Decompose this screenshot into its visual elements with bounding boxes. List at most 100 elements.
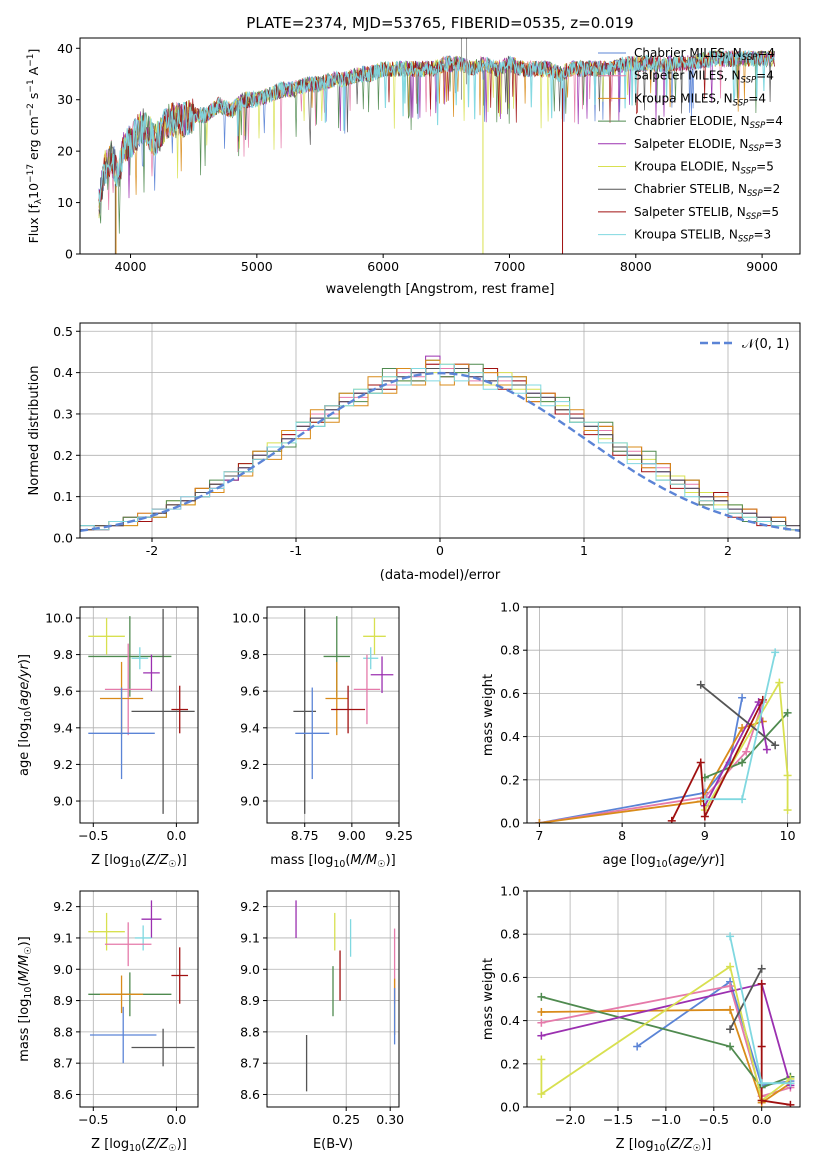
y-tick-label: 10.0 <box>232 610 260 625</box>
plot-area-spectrum <box>98 38 776 254</box>
x-axis-label: wavelength [Angstrom, rest frame] <box>326 282 555 297</box>
plus-marker <box>738 795 747 804</box>
y-tick-label: 0.8 <box>500 927 520 942</box>
legend-entry: Chabrier ELODIE, NSSP=4 <box>634 114 783 131</box>
errorbar-point <box>131 647 149 670</box>
plus-marker <box>757 964 766 973</box>
weight-line <box>760 983 791 1106</box>
legend: 𝒩(0, 1) <box>700 337 789 352</box>
errorbar-point <box>131 608 195 814</box>
panel-spectrum: 4000 5000 6000 7000 8000 9000 0 10 20 30 40 wavelen… <box>26 37 801 297</box>
x-tick-label: 9000 <box>746 259 778 274</box>
errorbar-point <box>295 687 330 780</box>
y-tick-label: 0.2 <box>500 772 520 787</box>
plus-marker <box>771 648 780 657</box>
plus-marker <box>700 812 709 821</box>
x-tick-label: 9 <box>701 828 709 843</box>
x-axis-label: mass [log10(M/M☉)] <box>270 853 396 870</box>
x-axis-label: age [log10(age/yr)] <box>602 853 724 870</box>
y-tick-label: 0.6 <box>500 686 520 701</box>
plus-marker <box>537 1007 546 1016</box>
x-tick-label: 8.75 <box>291 828 319 843</box>
x-axis-label: Z [log10(Z/Z☉)] <box>91 1137 187 1154</box>
weight-line <box>704 652 777 801</box>
legend-entry: 𝒩(0, 1) <box>742 337 789 352</box>
panel-Z_vs_weight: −2.0 −1.5 −1.0 −0.5 0.0 0.0 0.2 0.4 0.6 0.8 1.0 Z [… <box>481 884 801 1154</box>
errorbar-point <box>89 1006 157 1064</box>
y-tick-label: 0.0 <box>500 1100 520 1115</box>
x-tick-label: 9.00 <box>338 828 366 843</box>
y-tick-label: 9.0 <box>53 794 73 809</box>
plus-marker <box>633 1042 642 1051</box>
axes-frame <box>266 606 400 824</box>
plus-marker <box>726 1025 735 1034</box>
plot-area-ebv_vs_mass <box>295 900 396 1092</box>
errorbar-point <box>131 1028 195 1067</box>
x-tick-label: 8000 <box>620 259 652 274</box>
errorbar-point <box>134 925 152 951</box>
y-tick-label: 8.7 <box>240 1056 260 1071</box>
x-axis-label: E(B-V) <box>313 1137 353 1152</box>
plus-marker <box>738 693 747 702</box>
figure-title: PLATE=2374, MJD=53765, FIBERID=0535, z=0… <box>246 14 633 32</box>
y-tick-label: 10.0 <box>45 610 73 625</box>
y-tick-label: 8.9 <box>240 993 260 1008</box>
y-tick-label: 1.0 <box>500 600 520 615</box>
x-tick-label: 10 <box>780 828 796 843</box>
legend-entry: Kroupa STELIB, NSSP=3 <box>634 228 771 245</box>
axes-frame <box>266 890 400 1108</box>
weight-line <box>704 679 789 811</box>
y-tick-label: 9.8 <box>240 647 260 662</box>
y-tick-label: 9.6 <box>240 684 260 699</box>
plus-marker <box>726 1005 735 1014</box>
plus-marker <box>783 771 792 780</box>
x-tick-label: 6000 <box>367 259 399 274</box>
errorbar-point <box>104 643 152 736</box>
errorbar-point <box>141 900 162 938</box>
legend-entry: Chabrier MILES, NSSP=4 <box>634 46 775 63</box>
legend-entry: Salpeter STELIB, NSSP=5 <box>634 205 779 222</box>
panel-mass_vs_age: 8.75 9.00 9.25 9.0 9.2 9.4 9.6 9.8 10.0 mass [log… <box>232 606 413 870</box>
x-tick-label: −1.5 <box>603 1112 633 1127</box>
axes-frame <box>79 606 199 824</box>
y-tick-label: 40 <box>57 41 73 56</box>
errorbar-point <box>171 685 189 734</box>
x-tick-label: 0.0 <box>752 1112 772 1127</box>
x-tick-label: −0.5 <box>78 828 108 843</box>
y-tick-label: 0.4 <box>53 365 73 380</box>
x-axis-label: (data-model)/error <box>380 568 501 583</box>
plus-marker <box>535 819 544 823</box>
y-axis-label: mass weight <box>481 958 496 1040</box>
plus-marker <box>757 979 766 988</box>
plus-marker <box>537 1018 546 1027</box>
errorbar-point <box>88 617 125 655</box>
y-tick-label: 9.4 <box>240 720 260 735</box>
plus-marker <box>726 932 735 941</box>
y-axis-label: age [log10(age/yr)] <box>17 654 34 776</box>
y-tick-label: 0 <box>65 247 73 262</box>
x-axis-label: Z [log10(Z/Z☉)] <box>91 853 187 870</box>
y-tick-label: 0.0 <box>53 531 73 546</box>
plus-marker <box>742 747 751 756</box>
errorbar-point <box>331 685 366 734</box>
errorbar-point <box>88 687 155 780</box>
legend: Chabrier MILES, NSSP=4 Salpeter MILES, NS… <box>598 46 783 245</box>
y-tick-label: 9.8 <box>53 647 73 662</box>
plus-marker <box>783 708 792 717</box>
y-tick-label: 9.0 <box>240 794 260 809</box>
plus-marker <box>726 982 735 991</box>
y-tick-label: 10 <box>57 195 73 210</box>
plus-marker <box>775 678 784 687</box>
errorbar-point <box>99 975 144 1014</box>
weight-line <box>670 699 764 822</box>
x-tick-label: −0.5 <box>78 1112 108 1127</box>
plus-marker <box>762 745 771 754</box>
x-tick-label: -2 <box>146 543 158 558</box>
plus-marker <box>757 1096 766 1105</box>
axes-frame <box>79 890 199 1108</box>
x-tick-label: 7000 <box>494 259 526 274</box>
plus-marker <box>696 680 705 689</box>
x-axis-label: Z [log10(Z/Z☉)] <box>616 1137 712 1154</box>
y-tick-label: 0.4 <box>500 729 520 744</box>
plot-area-residuals <box>80 355 800 532</box>
